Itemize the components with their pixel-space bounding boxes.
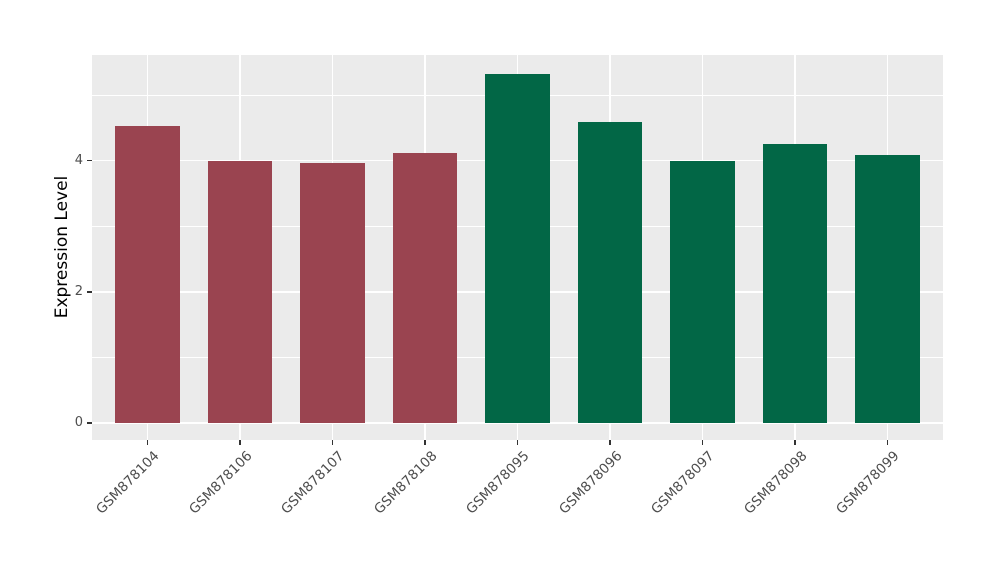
x-tick-mark <box>516 440 519 445</box>
y-tick-mark <box>86 422 92 424</box>
y-tick-mark <box>86 159 92 162</box>
x-tick-label-GSM878106: GSM878106 <box>185 448 256 518</box>
x-tick-label-GSM878108: GSM878108 <box>370 448 441 518</box>
x-tick-label-GSM878104: GSM878104 <box>93 448 163 518</box>
y-tick-mark <box>86 291 92 293</box>
x-tick-mark <box>794 440 796 445</box>
x-tick-mark <box>424 440 426 445</box>
bar-GSM878099 <box>855 155 920 423</box>
y-tick-label: 2 <box>74 284 83 300</box>
y-tick-label: 0 <box>74 415 83 431</box>
x-tick-mark <box>239 440 241 445</box>
bar-GSM878098 <box>762 144 828 423</box>
x-tick-label-GSM878097: GSM878097 <box>648 448 718 518</box>
bar-GSM878097 <box>670 160 735 423</box>
bar-GSM878096 <box>577 121 643 423</box>
y-tick-label: 4 <box>74 153 83 169</box>
plot-panel <box>92 55 943 440</box>
x-tick-label-GSM878095: GSM878095 <box>463 448 533 518</box>
x-tick-mark <box>701 440 704 445</box>
x-tick-label-GSM878107: GSM878107 <box>278 448 348 518</box>
x-tick-mark <box>886 440 889 445</box>
x-tick-mark <box>609 440 611 445</box>
x-tick-label-GSM878099: GSM878099 <box>833 448 903 518</box>
x-tick-label-GSM878098: GSM878098 <box>740 448 811 518</box>
x-tick-label-GSM878096: GSM878096 <box>555 448 626 518</box>
x-tick-mark <box>146 440 149 445</box>
bar-GSM878106 <box>207 161 273 423</box>
bar-GSM878108 <box>392 152 458 423</box>
x-tick-mark <box>331 440 334 445</box>
bar-GSM878107 <box>300 162 365 423</box>
bar-GSM878104 <box>115 126 180 423</box>
bar-GSM878095 <box>485 74 550 423</box>
